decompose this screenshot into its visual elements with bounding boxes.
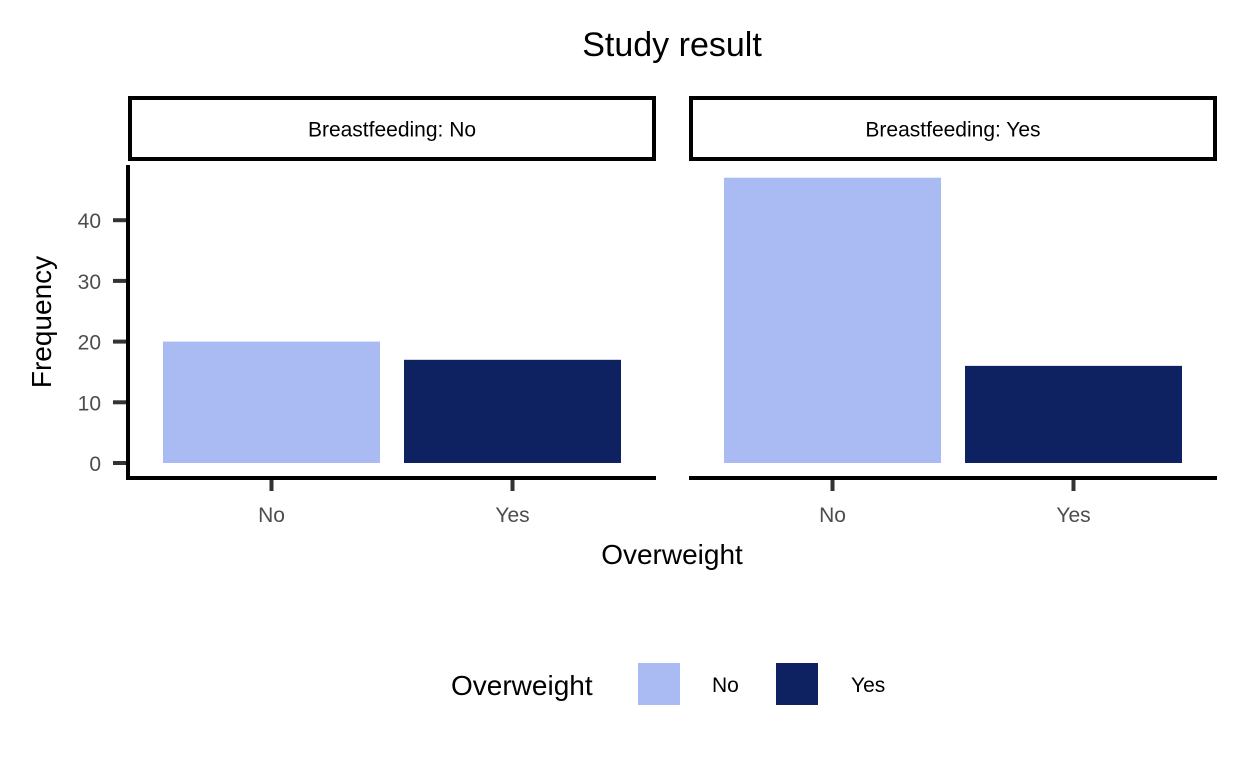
y-tick-label: 30: [78, 271, 101, 294]
x-tick-label: Yes: [1056, 504, 1090, 527]
x-axis-title: Overweight: [601, 539, 743, 570]
panel-strip-label: Breastfeeding: Yes: [865, 119, 1040, 142]
panel-1: Breastfeeding: No No Yes: [128, 96, 656, 527]
bar-yes: [965, 365, 1182, 463]
legend-key-no: [638, 663, 680, 705]
chart-title: Study result: [582, 26, 762, 64]
y-tick-label: 20: [78, 332, 101, 355]
y-tick-label: 40: [78, 210, 101, 233]
y-tick-label: 10: [78, 392, 101, 415]
y-axis-title: Frequency: [26, 256, 57, 388]
bar-no: [724, 177, 941, 463]
y-tick-label: 0: [89, 453, 101, 476]
legend: Overweight No Yes: [451, 663, 885, 705]
x-tick-label: No: [819, 504, 846, 527]
x-tick-label: Yes: [495, 504, 529, 527]
bar-no: [163, 341, 380, 463]
bar-yes: [404, 359, 621, 463]
panel-2: Breastfeeding: Yes No Yes: [689, 96, 1217, 527]
panel-strip: [689, 96, 1217, 161]
legend-label-no: No: [712, 674, 739, 697]
panel-strip-label: Breastfeeding: No: [308, 119, 476, 142]
legend-key-yes: [776, 663, 818, 705]
legend-title: Overweight: [451, 670, 593, 701]
legend-label-yes: Yes: [851, 674, 885, 697]
panel-strip: [128, 96, 656, 161]
x-tick-label: No: [258, 504, 285, 527]
y-axis: 0 10 20 30 40: [78, 165, 130, 480]
